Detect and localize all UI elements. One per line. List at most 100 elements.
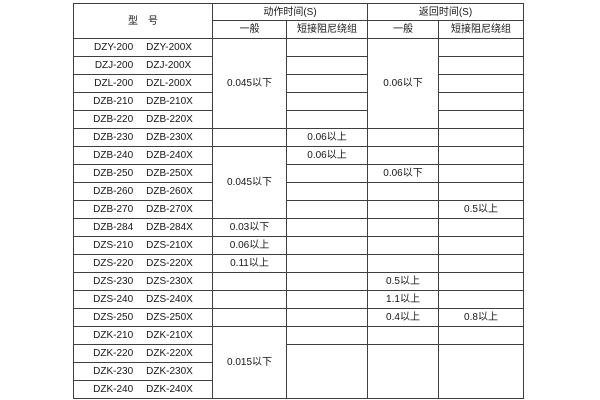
model-pair: DZS-250 DZS-250X	[75, 312, 212, 323]
model-pair: DZS-230 DZS-230X	[75, 276, 212, 287]
header-action-general: 一般	[212, 20, 287, 39]
return-general-cell: 1.1以上	[367, 290, 439, 309]
return-general-cell: 0.06以下	[367, 164, 439, 183]
return-damping-cell	[438, 326, 524, 345]
model-number: DZS-230	[93, 276, 134, 287]
return-damping-cell	[438, 56, 524, 75]
model-number: DZB-220	[93, 114, 134, 125]
return-damping-cell	[438, 272, 524, 291]
model-number: DZK-210X	[146, 330, 193, 341]
table-row: DZK-240 DZK-240X	[73, 380, 524, 399]
model-number: DZS-220X	[146, 258, 193, 269]
return-general-cell: 0.4以上	[367, 308, 439, 327]
action-general-cell: 0.045以下	[212, 146, 287, 219]
model-number: DZK-220	[93, 348, 134, 359]
model-pair: DZK-240 DZK-240X	[75, 384, 212, 395]
model-pair: DZL-200 DZL-200X	[75, 78, 212, 89]
return-damping-cell	[438, 344, 524, 399]
model-number: DZB-260	[93, 186, 134, 197]
model-pair: DZS-210 DZS-210X	[75, 240, 212, 251]
model-number: DZB-260X	[146, 186, 193, 197]
model-cell: DZB-220 DZB-220X	[73, 110, 213, 129]
header-return-general: 一般	[367, 20, 439, 39]
action-damping-cell	[286, 92, 368, 111]
header-action-time: 动作时间(S)	[212, 3, 368, 21]
model-number: DZB-284X	[146, 222, 193, 233]
table-row: DZB-230 DZB-230X 0.06以上	[73, 128, 524, 147]
model-number: DZB-220X	[146, 114, 193, 125]
model-pair: DZJ-200 DZJ-200X	[75, 60, 212, 71]
action-general-cell	[212, 308, 287, 327]
table-row: DZS-220 DZS-220X 0.11以上	[73, 254, 524, 273]
table-row: DZK-210 DZK-210X 0.015以下	[73, 326, 524, 399]
action-damping-cell	[286, 110, 368, 129]
table-row: DZK-220 DZK-220X	[73, 344, 524, 399]
return-damping-cell	[438, 146, 524, 165]
model-cell: DZK-210 DZK-210X	[73, 326, 213, 345]
model-number: DZB-270X	[146, 204, 193, 215]
model-cell: DZS-230 DZS-230X	[73, 272, 213, 291]
table-row: DZB-210 DZB-210X	[73, 92, 524, 111]
return-damping-cell	[438, 290, 524, 309]
action-damping-cell	[286, 290, 368, 309]
model-pair: DZK-220 DZK-220X	[75, 348, 212, 359]
model-cell: DZJ-200 DZJ-200X	[73, 56, 213, 75]
model-number: DZK-240	[93, 384, 134, 395]
table-row: DZS-250 DZS-250X 0.4以上 0.8以上	[73, 308, 524, 327]
table-row: DZB-250 DZB-250X 0.06以下	[73, 164, 524, 183]
return-damping-cell: 0.8以上	[438, 308, 524, 327]
action-general-cell	[212, 272, 287, 291]
action-general-cell: 0.045以下	[212, 38, 287, 129]
return-general-cell	[367, 128, 439, 147]
model-number: DZB-230	[93, 132, 134, 143]
model-number: DZK-210	[93, 330, 134, 341]
model-cell: DZK-230 DZK-230X	[73, 362, 213, 381]
model-cell: DZS-220 DZS-220X	[73, 254, 213, 273]
model-number: DZB-240X	[146, 150, 193, 161]
model-pair: DZB-220 DZB-220X	[75, 114, 212, 125]
model-cell: DZS-210 DZS-210X	[73, 236, 213, 255]
return-general-cell	[367, 326, 439, 345]
table-row: DZB-270 DZB-270X 0.5以上	[73, 200, 524, 219]
return-damping-cell	[438, 110, 524, 129]
table-row: DZB-260 DZB-260X	[73, 182, 524, 201]
model-pair: DZB-250 DZB-250X	[75, 168, 212, 179]
model-number: DZB-284	[93, 222, 134, 233]
model-cell: DZS-250 DZS-250X	[73, 308, 213, 327]
model-pair: DZS-240 DZS-240X	[75, 294, 212, 305]
model-pair: DZB-260 DZB-260X	[75, 186, 212, 197]
table-row: DZK-230 DZK-230X	[73, 362, 524, 381]
model-cell: DZB-270 DZB-270X	[73, 200, 213, 219]
model-number: DZB-250X	[146, 168, 193, 179]
model-number: DZL-200	[94, 78, 134, 89]
spec-table-body: DZY-200 DZY-200X 0.045以下 0.06以下 DZJ-200 DZJ-2…	[73, 38, 524, 399]
model-number: DZS-250	[93, 312, 134, 323]
return-general-cell	[367, 146, 439, 165]
model-cell: DZB-230 DZB-230X	[73, 128, 213, 147]
model-cell: DZB-284 DZB-284X	[73, 218, 213, 237]
model-cell: DZB-210 DZB-210X	[73, 92, 213, 111]
return-damping-cell: 0.5以上	[438, 200, 524, 219]
model-number: DZS-240	[93, 294, 134, 305]
model-pair: DZB-240 DZB-240X	[75, 150, 212, 161]
action-damping-cell	[286, 218, 368, 237]
action-damping-cell	[286, 56, 368, 75]
model-number: DZB-210X	[146, 96, 193, 107]
model-cell: DZY-200 DZY-200X	[73, 38, 213, 57]
model-number: DZB-270	[93, 204, 134, 215]
action-damping-cell: 0.06以上	[286, 146, 368, 165]
return-general-cell	[367, 200, 439, 219]
header-action-damping: 短接阻尼绕组	[286, 20, 368, 39]
action-damping-cell	[286, 200, 368, 219]
model-pair: DZK-210 DZK-210X	[75, 330, 212, 341]
return-damping-cell	[438, 164, 524, 183]
model-cell: DZK-240 DZK-240X	[73, 380, 213, 399]
model-number: DZL-200X	[146, 78, 192, 89]
action-damping-cell	[286, 326, 368, 345]
header-row-1: 型 号 动作时间(S) 返回时间(S)	[73, 3, 524, 39]
model-pair: DZS-220 DZS-220X	[75, 258, 212, 269]
header-row-2: 一般 短接阻尼绕组 一般 短接阻尼绕组	[74, 20, 524, 39]
table-row: DZB-284 DZB-284X 0.03以下	[73, 218, 524, 237]
model-number: DZS-250X	[146, 312, 193, 323]
